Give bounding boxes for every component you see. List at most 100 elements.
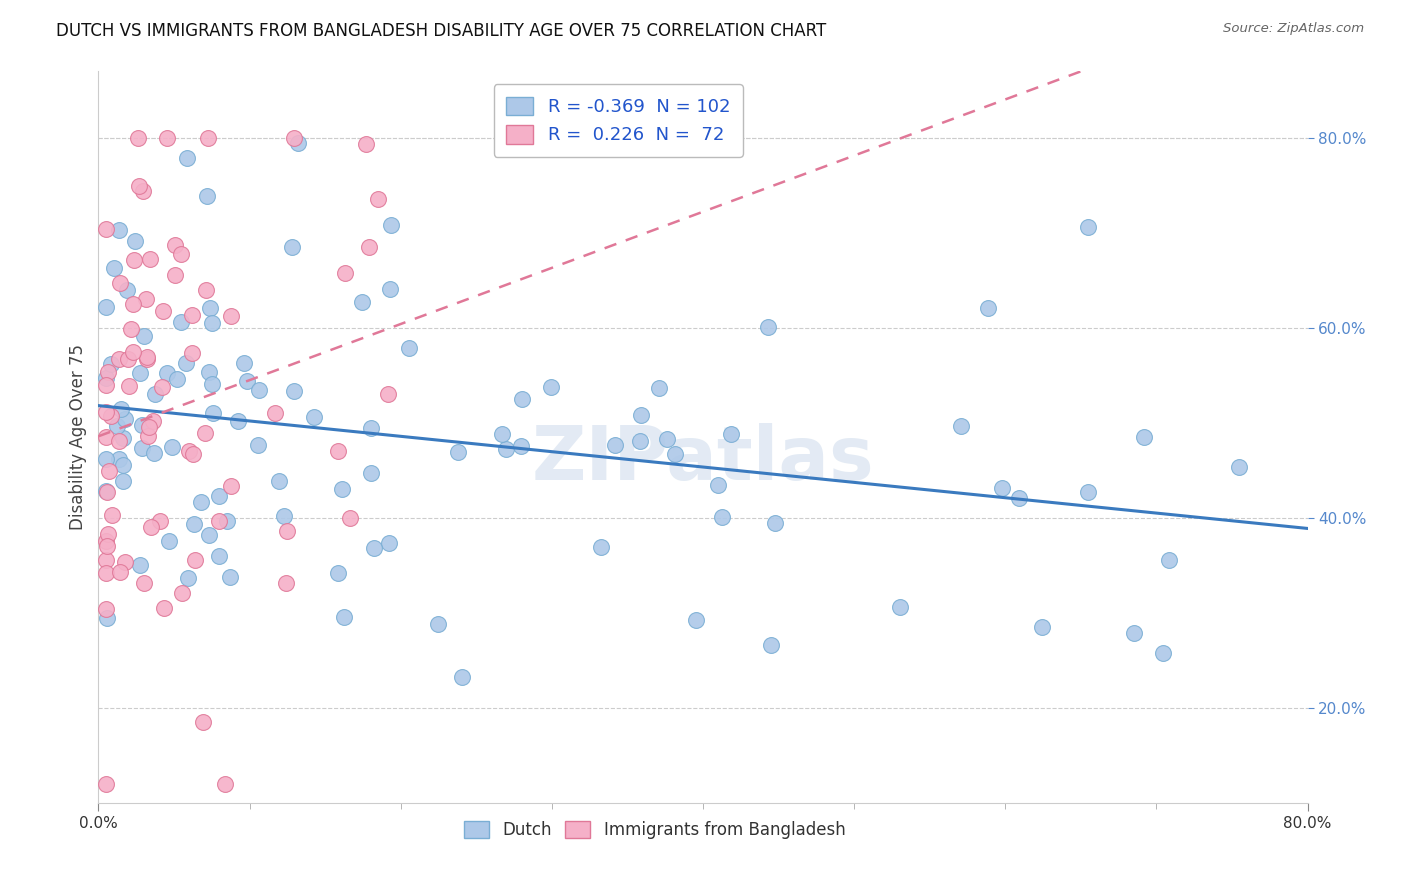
Point xyxy=(380,218,402,232)
Point xyxy=(96,611,118,625)
Point xyxy=(287,136,309,150)
Point xyxy=(177,571,200,585)
Point xyxy=(165,268,187,282)
Point xyxy=(94,566,117,580)
Point xyxy=(170,247,193,261)
Point xyxy=(273,508,295,523)
Legend: Dutch, Immigrants from Bangladesh: Dutch, Immigrants from Bangladesh xyxy=(457,814,852,846)
Point xyxy=(160,440,183,454)
Point xyxy=(94,300,117,314)
Point xyxy=(359,239,381,253)
Point xyxy=(122,297,145,311)
Point xyxy=(495,442,517,456)
Point xyxy=(426,616,449,631)
Point xyxy=(339,510,361,524)
Point xyxy=(326,443,349,458)
Point xyxy=(398,341,420,355)
Point xyxy=(96,484,118,499)
Point xyxy=(157,534,180,549)
Point xyxy=(1031,620,1053,634)
Point xyxy=(1008,491,1031,505)
Point xyxy=(97,365,120,379)
Point xyxy=(150,380,173,394)
Point xyxy=(1159,553,1181,567)
Point xyxy=(685,613,707,627)
Point xyxy=(132,184,155,198)
Point xyxy=(367,192,389,206)
Point xyxy=(281,240,304,254)
Point xyxy=(197,527,219,541)
Point xyxy=(218,569,240,583)
Point xyxy=(94,483,117,498)
Point xyxy=(711,510,734,524)
Point xyxy=(377,536,399,550)
Point xyxy=(127,131,149,145)
Point xyxy=(120,321,142,335)
Point xyxy=(156,131,179,145)
Point xyxy=(330,483,353,497)
Point xyxy=(108,434,131,449)
Point xyxy=(1123,625,1146,640)
Point xyxy=(201,316,224,330)
Point xyxy=(163,238,186,252)
Point xyxy=(142,414,165,428)
Point xyxy=(354,136,377,151)
Point xyxy=(94,378,117,392)
Point xyxy=(360,466,382,480)
Point xyxy=(139,252,162,267)
Point xyxy=(451,670,474,684)
Point xyxy=(378,282,401,296)
Point xyxy=(122,344,145,359)
Point xyxy=(117,283,139,297)
Point xyxy=(114,412,136,426)
Point xyxy=(276,524,298,538)
Point xyxy=(276,575,298,590)
Point xyxy=(134,576,156,591)
Point xyxy=(540,380,562,394)
Point xyxy=(1133,430,1156,444)
Point xyxy=(720,426,742,441)
Point xyxy=(149,514,172,528)
Point xyxy=(603,438,626,452)
Point xyxy=(198,365,221,379)
Point xyxy=(1077,220,1099,235)
Point xyxy=(191,714,214,729)
Point xyxy=(101,508,124,523)
Point xyxy=(94,430,117,444)
Point xyxy=(141,519,163,533)
Point xyxy=(333,266,356,280)
Point xyxy=(97,464,120,478)
Point xyxy=(131,418,153,433)
Point xyxy=(950,419,973,434)
Point xyxy=(184,552,207,566)
Point xyxy=(648,381,671,395)
Text: Source: ZipAtlas.com: Source: ZipAtlas.com xyxy=(1223,22,1364,36)
Point xyxy=(181,308,204,322)
Point xyxy=(326,566,349,580)
Point xyxy=(247,383,270,397)
Point xyxy=(152,304,174,318)
Point xyxy=(208,549,231,564)
Point xyxy=(156,366,179,380)
Point xyxy=(136,352,159,367)
Point xyxy=(108,452,131,467)
Point xyxy=(333,609,356,624)
Point xyxy=(132,329,155,343)
Point xyxy=(122,252,145,267)
Point xyxy=(1152,646,1174,660)
Point xyxy=(136,429,159,443)
Point xyxy=(108,276,131,290)
Point xyxy=(180,345,202,359)
Point xyxy=(170,315,193,329)
Point xyxy=(219,479,242,493)
Point xyxy=(233,356,256,370)
Point xyxy=(226,414,249,428)
Point xyxy=(195,283,218,297)
Point xyxy=(214,777,236,791)
Point xyxy=(283,384,305,398)
Point xyxy=(1229,460,1251,475)
Y-axis label: Disability Age Over 75: Disability Age Over 75 xyxy=(69,344,87,530)
Point xyxy=(124,234,146,248)
Point xyxy=(152,600,174,615)
Point xyxy=(107,351,129,366)
